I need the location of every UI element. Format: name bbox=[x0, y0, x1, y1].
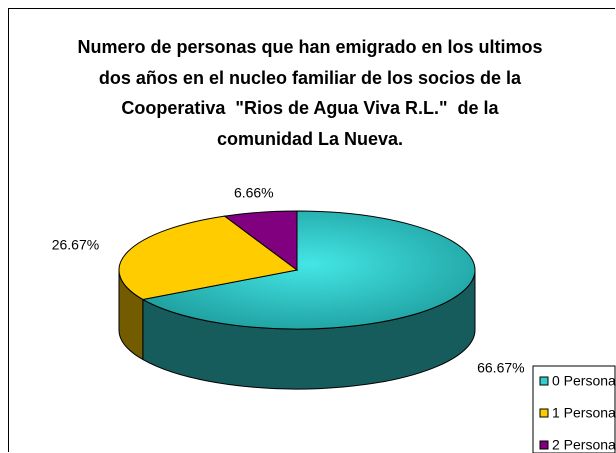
slice bbox=[141, 210, 476, 330]
title-line: dos años en el nucleo familiar de los so… bbox=[98, 67, 522, 88]
data-label: 66.67% bbox=[477, 360, 524, 376]
legend-label: 2 Persona bbox=[552, 437, 616, 453]
slice bbox=[223, 210, 298, 271]
data-label: 6.66% bbox=[234, 184, 274, 200]
title-line: comunidad La Nueva. bbox=[216, 128, 404, 149]
legend-swatch bbox=[539, 408, 549, 418]
title-line: Numero de personas que han emigrado en l… bbox=[77, 37, 543, 57]
chart-frame bbox=[8, 8, 615, 452]
legend-swatch bbox=[539, 440, 549, 450]
legend-label: 1 Persona bbox=[552, 405, 616, 421]
title-line: Cooperativa "Rios de Agua Viva R.L." de … bbox=[121, 98, 499, 118]
data-label: 26.67% bbox=[52, 237, 99, 253]
legend-swatch bbox=[539, 376, 549, 386]
chart-title: Numero de personas que han emigrado en l… bbox=[60, 32, 560, 154]
legend-label: 0 Persona bbox=[552, 373, 616, 389]
